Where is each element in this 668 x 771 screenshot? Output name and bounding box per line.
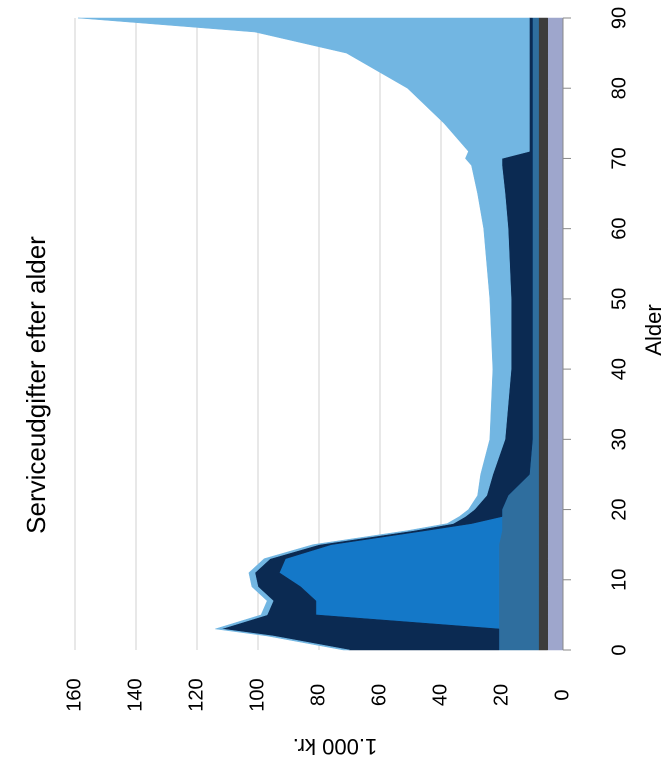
area [78,17,530,651]
area [547,17,564,651]
y-tick-label: 100 [246,678,268,711]
x-tick-label: 70 [608,147,630,169]
y-tick-label: 80 [307,684,329,706]
x-tick-label: 20 [608,498,630,520]
x-tick-label: 40 [608,358,630,380]
y-tick-label: 60 [368,684,390,706]
x-tick-label: 0 [608,644,630,655]
x-tick-label: 10 [608,569,630,591]
y-tick-label: 140 [124,678,146,711]
y-tick-label: 160 [63,678,85,711]
area [538,17,548,651]
y-tick-label: 20 [490,684,512,706]
y-tick-label: 0 [551,689,573,700]
chart-title: Serviceudgifter efter alder [21,236,51,534]
x-tick-label: 30 [608,428,630,450]
x-axis-label: Alder [641,304,666,355]
y-tick-label: 40 [429,684,451,706]
y-axis-label: 1.000 kr. [293,734,377,759]
x-tick-label: 50 [608,288,630,310]
x-tick-label: 90 [608,7,630,29]
x-tick-label: 80 [608,77,630,99]
x-tick-label: 60 [608,218,630,240]
y-tick-label: 120 [185,678,207,711]
rotated-chart: Serviceudgifter efter alder Alder 1.000 … [21,7,666,759]
